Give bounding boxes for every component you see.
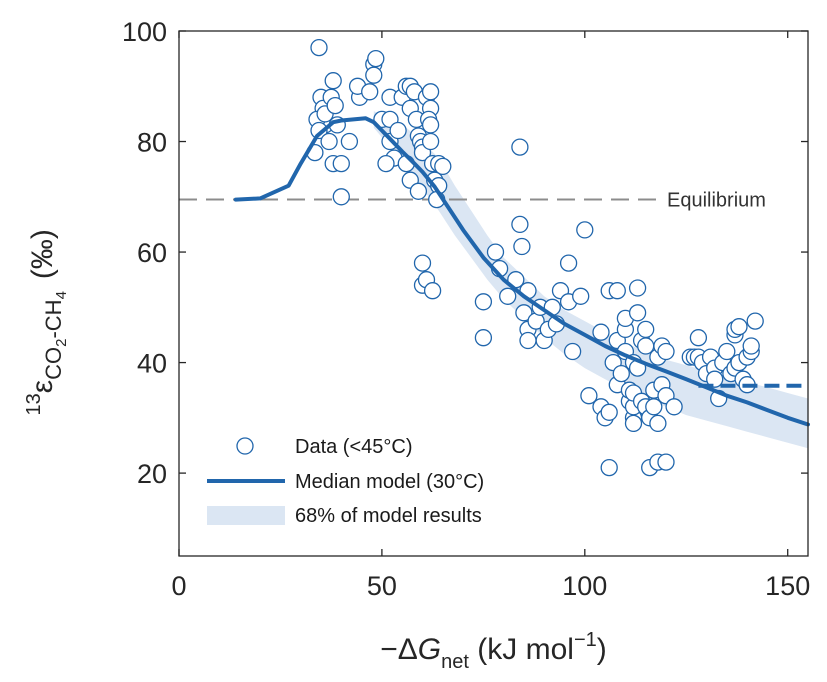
data-point	[576, 221, 594, 239]
data-point	[628, 279, 647, 297]
legend-band-icon	[207, 506, 285, 525]
data-point	[421, 132, 440, 151]
x-axis-title: −ΔGnet (kJ mol−1)	[380, 629, 607, 673]
x-axis-title-subscript: net	[441, 651, 469, 673]
x-tick-label: 100	[562, 571, 607, 601]
ticks-layer: 0 50 100 150 20 40 60 80 100	[122, 17, 810, 601]
legend-label-data: Data (<45°C)	[295, 436, 413, 458]
x-tick-label: 50	[367, 571, 397, 601]
data-point	[624, 414, 643, 433]
x-tick-label: 150	[765, 571, 810, 601]
data-point	[600, 403, 618, 421]
data-point	[365, 66, 383, 84]
data-point	[657, 342, 675, 361]
data-point	[665, 398, 683, 416]
x-tick-label: 0	[171, 571, 186, 601]
data-point	[413, 254, 432, 272]
data-point	[367, 49, 385, 68]
data-point	[706, 370, 724, 388]
y-axis-title-subscript-d: 4	[53, 291, 70, 299]
data-point	[637, 320, 655, 339]
y-axis-title-unit: (‰)	[26, 229, 59, 279]
legend: Data (<45°C) Median model (30°C) 68% of …	[207, 436, 484, 527]
data-point	[486, 243, 505, 261]
data-point	[519, 331, 537, 350]
y-axis-title-presup: 13	[23, 393, 45, 415]
data-point	[600, 458, 618, 477]
data-point	[689, 329, 708, 347]
data-point	[513, 237, 531, 256]
median-model-line	[233, 116, 810, 427]
data-point	[377, 154, 395, 173]
data-point	[340, 132, 359, 151]
data-point	[649, 414, 667, 433]
y-tick-label: 60	[137, 238, 167, 268]
axes-layer	[178, 30, 809, 557]
y-axis-title-subscript-c: -CH	[41, 299, 66, 338]
data-point	[332, 188, 350, 206]
data-point	[499, 287, 517, 305]
x-axis-title-superscript: −1	[574, 629, 597, 651]
y-axis-title-variable: ε	[26, 380, 59, 393]
data-point	[421, 83, 440, 101]
y-tick-label: 100	[122, 17, 167, 47]
plot-frame	[178, 30, 809, 557]
data-point	[559, 254, 578, 272]
data-point	[572, 287, 590, 305]
y-axis-title-subscript-b: 2	[53, 339, 70, 347]
data-points-layer	[306, 38, 764, 477]
data-point	[320, 132, 338, 151]
data-point	[310, 121, 328, 140]
data-point	[563, 342, 582, 361]
data-point	[326, 96, 344, 115]
y-tick-label: 40	[137, 349, 167, 379]
equilibrium-label: Equilibrium	[667, 190, 766, 212]
legend-label-model-range: 68% of model results	[295, 505, 482, 527]
data-point	[310, 38, 328, 57]
data-point	[361, 83, 379, 101]
data-point	[409, 182, 428, 200]
x-axis-title-variable: G	[418, 633, 441, 666]
y-axis-title-subscript-a: CO	[41, 347, 66, 380]
data-point	[324, 72, 342, 90]
data-point	[746, 312, 764, 330]
x-axis-title-unit: (kJ mol	[469, 633, 574, 666]
legend-label-median-model: Median model (30°C)	[295, 471, 484, 493]
data-point	[511, 215, 529, 234]
data-point	[608, 282, 626, 300]
equilibrium-layer: Equilibrium	[179, 190, 766, 212]
x-axis-title-prefix: −Δ	[380, 633, 418, 666]
data-point	[434, 157, 452, 176]
data-point	[389, 121, 407, 140]
model-line-layer	[233, 116, 810, 427]
data-point	[592, 323, 610, 341]
y-axis-title: 13εCO2-CH4 (‰)	[23, 229, 70, 415]
data-point	[474, 293, 493, 311]
data-point	[423, 282, 442, 300]
data-point	[718, 342, 736, 361]
x-axis-title-unit-close: )	[597, 633, 607, 666]
data-point	[474, 329, 493, 347]
y-tick-label: 20	[137, 459, 167, 489]
data-point	[515, 304, 533, 322]
y-tick-label: 80	[137, 128, 167, 158]
data-point	[580, 387, 598, 405]
data-point	[657, 453, 675, 471]
data-point	[742, 337, 760, 355]
data-point	[332, 154, 350, 173]
data-point	[511, 138, 529, 156]
data-point	[730, 318, 748, 336]
data-point	[612, 364, 630, 383]
data-point	[421, 116, 440, 134]
data-point	[628, 304, 647, 322]
legend-marker-icon	[236, 437, 254, 455]
